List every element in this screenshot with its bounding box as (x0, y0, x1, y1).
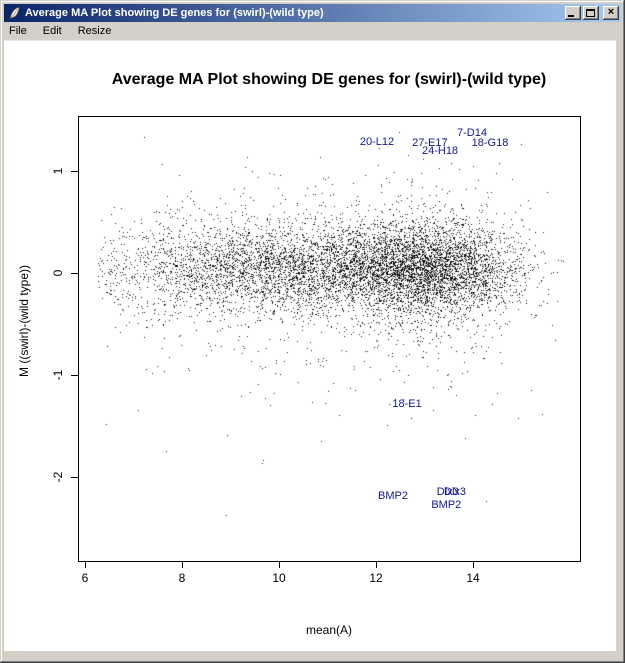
plot-canvas-area: Average MA Plot showing DE genes for (sw… (4, 40, 616, 651)
gene-label-bmp2: BMP2 (377, 490, 408, 503)
gene-label-bmp2: BMP2 (431, 498, 462, 511)
x-tick-mark (181, 561, 183, 568)
y-tick-label: 1 (51, 167, 65, 175)
menu-bar: File Edit Resize (4, 22, 621, 40)
scatter-points-canvas (78, 116, 580, 561)
window-feather-icon[interactable] (7, 5, 22, 21)
close-button[interactable]: × (603, 6, 619, 20)
gene-label-dlx3: Dlx3 (444, 486, 467, 499)
gene-label-20-l12: 20-L12 (359, 136, 395, 149)
window-controls: × (565, 6, 619, 20)
gene-label-dlx3: Dlx3 (436, 486, 459, 499)
gene-label-18-e1: 18-E1 (392, 397, 422, 410)
y-tick-mark (71, 476, 78, 478)
x-tick-label: 12 (369, 571, 383, 585)
y-tick-mark (71, 170, 78, 172)
gene-label-27-e17: 27-E17 (412, 137, 448, 150)
window-title: Average MA Plot showing DE genes for (sw… (25, 7, 324, 19)
x-tick-label: 6 (81, 571, 89, 585)
y-tick-label: 0 (51, 269, 65, 277)
menu-file[interactable]: File (9, 25, 27, 37)
y-tick-label: -1 (51, 369, 65, 381)
x-tick-label: 10 (272, 571, 286, 585)
y-tick-mark (71, 374, 78, 376)
gene-label-7-d14: 7-D14 (457, 127, 487, 140)
menu-edit[interactable]: Edit (42, 25, 62, 37)
y-tick-label: -2 (51, 471, 65, 483)
x-tick-mark (472, 561, 474, 568)
x-tick-mark (278, 561, 280, 568)
y-axis-label: M ((swirl)-(wild type)) (17, 265, 31, 377)
gene-label-24-h18: 24-H18 (421, 144, 459, 157)
x-tick-mark (84, 561, 86, 568)
titlebar[interactable]: Average MA Plot showing DE genes for (sw… (4, 4, 621, 22)
y-tick-mark (71, 272, 78, 274)
x-tick-mark (375, 561, 377, 568)
gene-label-18-g18: 18-G18 (471, 137, 509, 150)
x-axis-label: mean(A) (305, 623, 352, 637)
x-tick-label: 8 (178, 571, 186, 585)
maximize-button[interactable] (583, 6, 599, 20)
plot-title: Average MA Plot showing DE genes for (sw… (111, 71, 547, 88)
menu-resize[interactable]: Resize (77, 25, 112, 37)
x-tick-label: 14 (466, 571, 480, 585)
minimize-button[interactable] (565, 6, 581, 20)
